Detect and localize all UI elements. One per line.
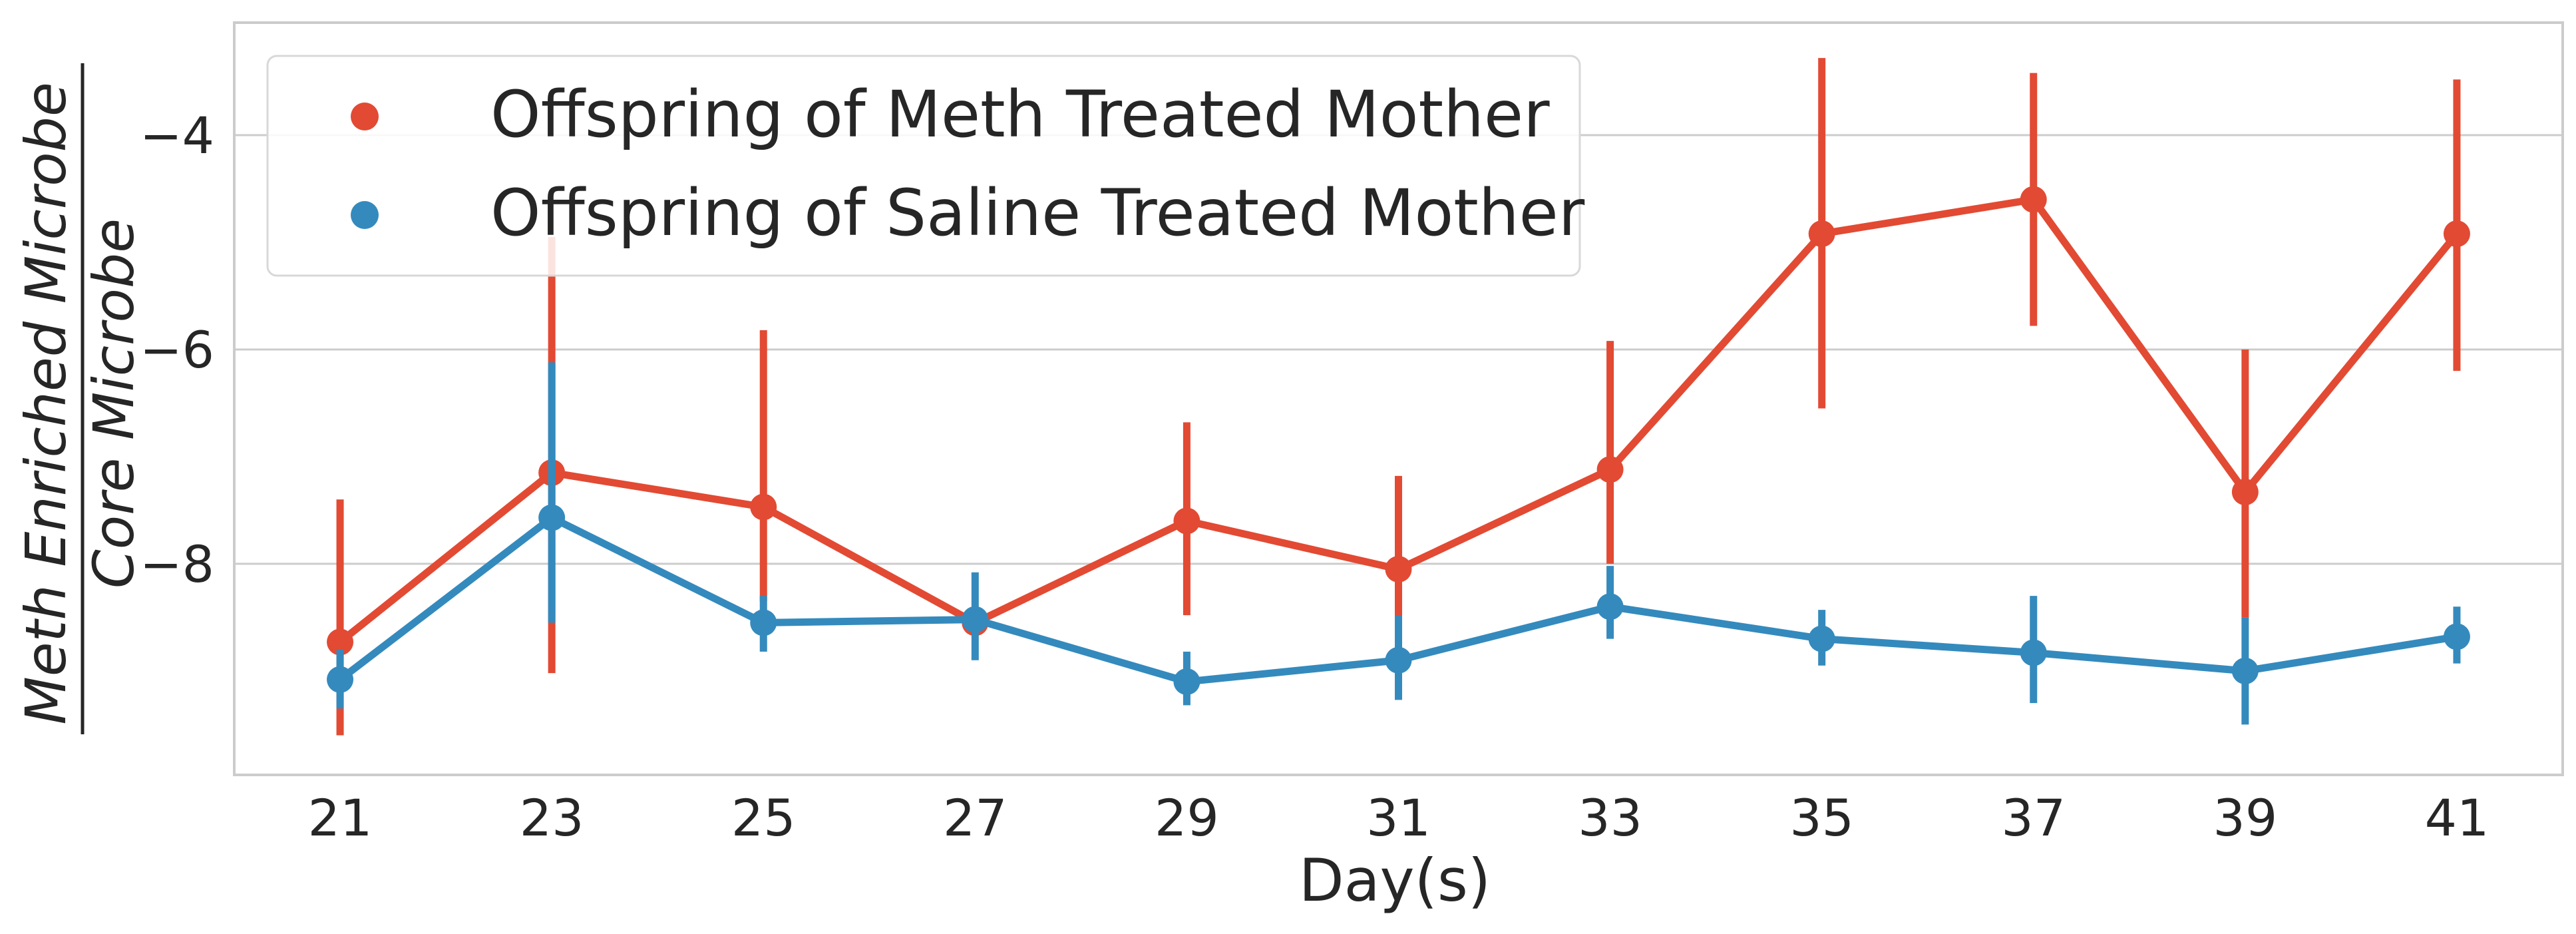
data-point (2231, 479, 2259, 506)
data-point (2020, 186, 2047, 213)
legend-marker-saline (351, 201, 379, 229)
data-point (1173, 668, 1200, 695)
data-point (1173, 507, 1200, 535)
data-point (538, 504, 566, 531)
x-tick-labels: 21 23 25 27 29 31 33 35 37 39 41 (308, 788, 2489, 847)
x-tick-label: 33 (1578, 788, 1642, 847)
series-layer (327, 58, 2470, 736)
y-axis-label-numerator: Meth Enriched Microbe (13, 82, 79, 724)
x-tick-label: 23 (520, 788, 584, 847)
data-point (1808, 625, 1835, 652)
series-saline (327, 362, 2470, 725)
x-tick-label: 25 (731, 788, 796, 847)
legend-item-saline: Offspring of Saline Treated Mother (351, 176, 1585, 250)
data-point (962, 606, 989, 633)
y-axis-label-denominator: Core Microbe (81, 218, 146, 588)
data-point (1385, 646, 1412, 674)
data-point (1596, 456, 1624, 483)
data-point (2443, 220, 2470, 248)
data-point (750, 493, 777, 521)
data-point (327, 666, 354, 693)
x-tick-label: 21 (308, 788, 373, 847)
x-tick-label: 35 (1789, 788, 1854, 847)
data-point (2020, 639, 2047, 666)
data-point (2443, 623, 2470, 650)
legend-item-meth: Offspring of Meth Treated Mother (351, 77, 1550, 152)
data-point (1385, 555, 1412, 583)
legend-label-meth: Offspring of Meth Treated Mother (490, 77, 1550, 152)
x-tick-label: 41 (2425, 788, 2489, 847)
x-tick-label: 27 (943, 788, 1008, 847)
data-point (750, 609, 777, 636)
x-tick-label: 31 (1366, 788, 1431, 847)
y-tick-label: −4 (140, 106, 214, 165)
y-tick-labels: −4 −6 −8 (140, 106, 214, 594)
legend: Offspring of Meth Treated Mother Offspri… (266, 55, 1585, 277)
x-tick-label: 39 (2213, 788, 2278, 847)
legend-label-saline: Offspring of Saline Treated Mother (490, 176, 1585, 250)
legend-box (266, 55, 1581, 277)
y-tick-label: −8 (140, 535, 214, 594)
data-point (2231, 657, 2259, 684)
y-tick-label: −6 (140, 320, 214, 379)
x-axis-label: Day(s) (1299, 846, 1491, 915)
legend-marker-meth (351, 103, 379, 130)
data-point (1808, 220, 1835, 248)
data-point (327, 628, 354, 656)
x-tick-label: 29 (1155, 788, 1219, 847)
x-tick-label: 37 (2001, 788, 2066, 847)
y-axis-label: Meth Enriched Microbe Core Microbe (13, 63, 146, 734)
data-point (1596, 593, 1624, 620)
